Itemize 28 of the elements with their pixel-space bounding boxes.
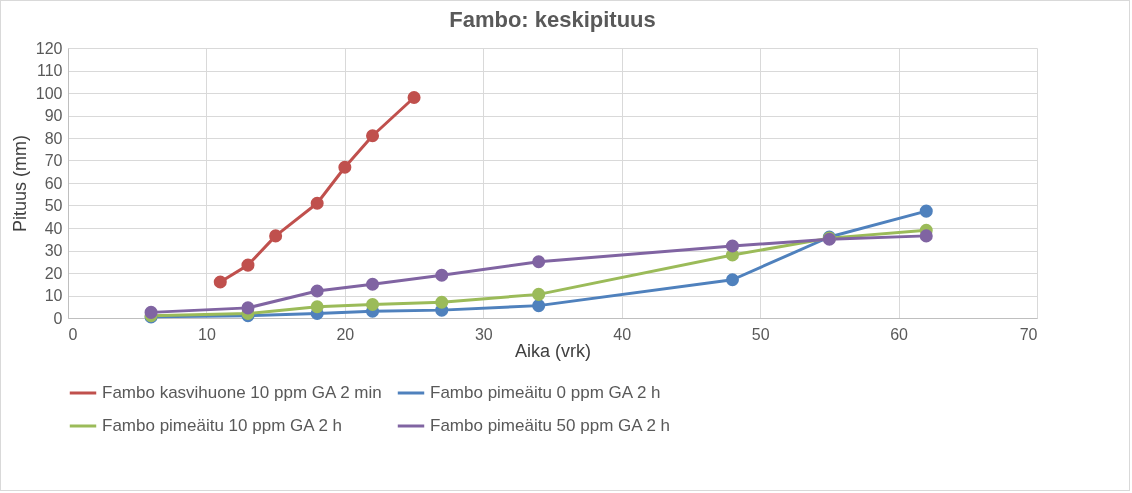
y-tick-label: 100 — [35, 84, 63, 102]
x-tick-label: 70 — [1019, 325, 1038, 343]
y-tick-label: 50 — [44, 197, 63, 214]
y-tick-label: 90 — [44, 107, 63, 124]
y-tick-label: 30 — [44, 242, 63, 259]
y-tick-label: 10 — [44, 287, 63, 304]
x-tick-label: 40 — [613, 325, 632, 343]
x-tick-label: 0 — [68, 325, 78, 343]
y-tick-label: 120 — [35, 39, 63, 57]
legend-label: Fambo kasvihuone 10 ppm GA 2 min — [102, 383, 382, 402]
y-tick-label: 80 — [44, 129, 63, 147]
y-tick-label: 20 — [44, 264, 63, 282]
x-tick-label: 60 — [890, 325, 909, 343]
x-tick-label: 30 — [474, 325, 493, 343]
y-tick-label: 110 — [36, 62, 63, 79]
y-tick-label: 70 — [44, 152, 63, 169]
y-axis-title: Pituus (mm) — [9, 134, 30, 233]
y-tick-label: 60 — [44, 174, 63, 192]
legend-label: Fambo pimeäitu 0 ppm GA 2 h — [430, 383, 661, 402]
legend-label: Fambo pimeäitu 10 ppm GA 2 h — [102, 416, 343, 435]
x-tick-label: 50 — [751, 325, 770, 343]
x-tick-label: 20 — [336, 325, 355, 343]
x-tick-label: 10 — [198, 325, 216, 343]
chart-title: Fambo: keskipituus — [449, 7, 656, 32]
y-tick-label: 0 — [53, 309, 63, 327]
y-tick-label: 40 — [44, 219, 63, 237]
x-axis-title: Aika (vrk) — [515, 340, 591, 361]
legend-label: Fambo pimeäitu 50 ppm GA 2 h — [430, 416, 671, 435]
